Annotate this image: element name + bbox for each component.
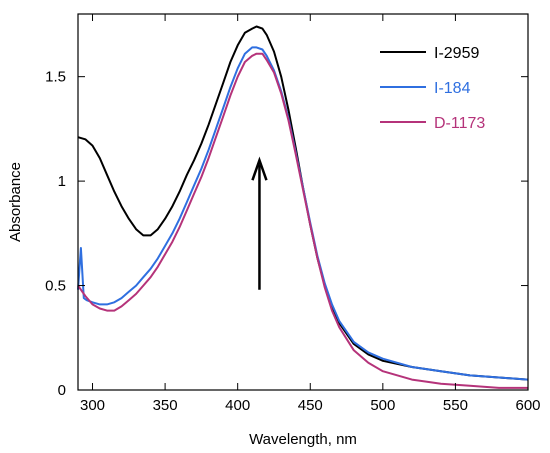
series-line-1 (77, 25, 529, 381)
ticks-layer (78, 14, 529, 391)
y-tick-label: 0 (58, 382, 66, 399)
arrow-head (251, 156, 268, 181)
y-tick-label: 0.5 (45, 278, 66, 295)
legend: I-2959 I-184 D-1173 (380, 45, 485, 132)
y-axis-title: Absorbance (7, 162, 24, 242)
x-axis-title: Wavelength, nm (249, 431, 357, 448)
y-tick-label: 1.5 (45, 69, 66, 86)
x-tick-label: 300 (80, 397, 105, 414)
series-line-2 (77, 46, 529, 381)
x-tick-label: 450 (298, 397, 323, 414)
x-tick-label: 550 (443, 397, 468, 414)
x-tick-label: 400 (225, 397, 250, 414)
x-tick-label: 500 (370, 397, 395, 414)
legend-label: I-2959 (434, 45, 479, 62)
legend-label: D-1173 (434, 115, 485, 132)
y-tick-label: 1 (58, 173, 66, 190)
arrow-annotation (251, 156, 268, 290)
series-layer (77, 25, 529, 389)
plot-frame (77, 13, 529, 391)
series-line-3 (77, 52, 528, 389)
labels-layer: 300 350 400 450 500 550 600 0 0.5 1 1.5 (45, 69, 540, 414)
x-tick-label: 600 (515, 397, 540, 414)
legend-label: I-184 (434, 80, 471, 97)
x-tick-label: 350 (153, 397, 178, 414)
